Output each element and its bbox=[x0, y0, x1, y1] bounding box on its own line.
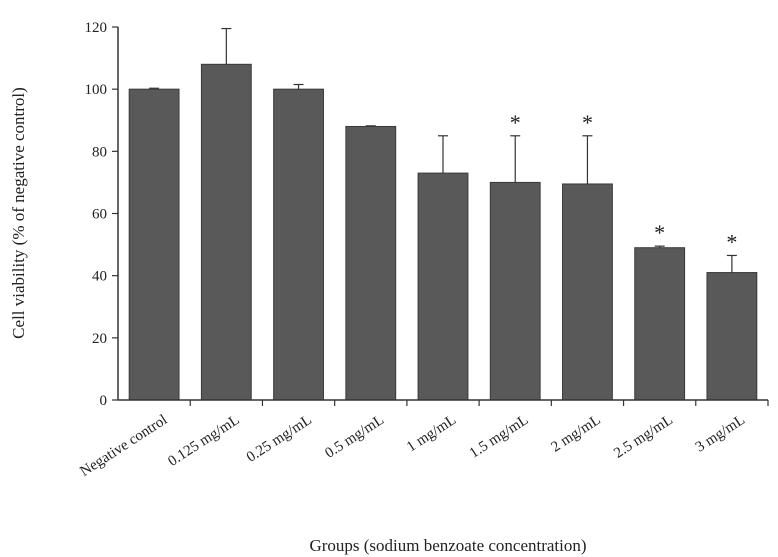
x-tick-label: Negative control bbox=[77, 412, 170, 480]
bar bbox=[562, 183, 613, 401]
bar bbox=[200, 63, 252, 401]
x-tick-label: 0.125 mg/mL bbox=[165, 412, 242, 470]
y-axis-title: Cell viability (% of negative control) bbox=[9, 87, 28, 339]
x-axis-title: Groups (sodium benzoate concentration) bbox=[309, 536, 586, 555]
bar bbox=[417, 172, 469, 401]
x-tick-label: 0.25 mg/mL bbox=[244, 412, 315, 466]
bar bbox=[345, 125, 397, 401]
x-tick-label: 1.5 mg/mL bbox=[467, 412, 532, 462]
y-tick-label: 20 bbox=[92, 331, 107, 347]
y-axis-ticks: 0 20 40 60 80 100 120 bbox=[85, 20, 118, 409]
x-tick-label: 3 mg/mL bbox=[693, 412, 748, 456]
bar bbox=[634, 247, 686, 401]
bar bbox=[706, 272, 758, 401]
y-tick-label: 40 bbox=[92, 269, 107, 285]
significance-markers: * * * * bbox=[510, 110, 738, 255]
y-tick-label: 120 bbox=[85, 20, 108, 36]
y-tick-label: 0 bbox=[100, 393, 108, 409]
significance-star: * bbox=[510, 110, 521, 135]
significance-star: * bbox=[654, 220, 665, 245]
bar bbox=[128, 88, 180, 401]
x-tick-label: 2.5 mg/mL bbox=[611, 412, 676, 462]
x-tick-label: 0.5 mg/mL bbox=[322, 412, 387, 462]
bars bbox=[128, 63, 758, 401]
y-tick-label: 60 bbox=[92, 207, 107, 223]
error-bars bbox=[149, 27, 737, 273]
significance-star: * bbox=[726, 229, 737, 254]
y-tick-label: 80 bbox=[92, 144, 107, 160]
x-tick-label: 2 mg/mL bbox=[548, 412, 603, 456]
y-tick-label: 100 bbox=[85, 82, 108, 98]
bar bbox=[273, 88, 324, 401]
bar bbox=[489, 181, 541, 401]
significance-star: * bbox=[582, 110, 593, 135]
x-tick-label: 1 mg/mL bbox=[404, 412, 459, 456]
